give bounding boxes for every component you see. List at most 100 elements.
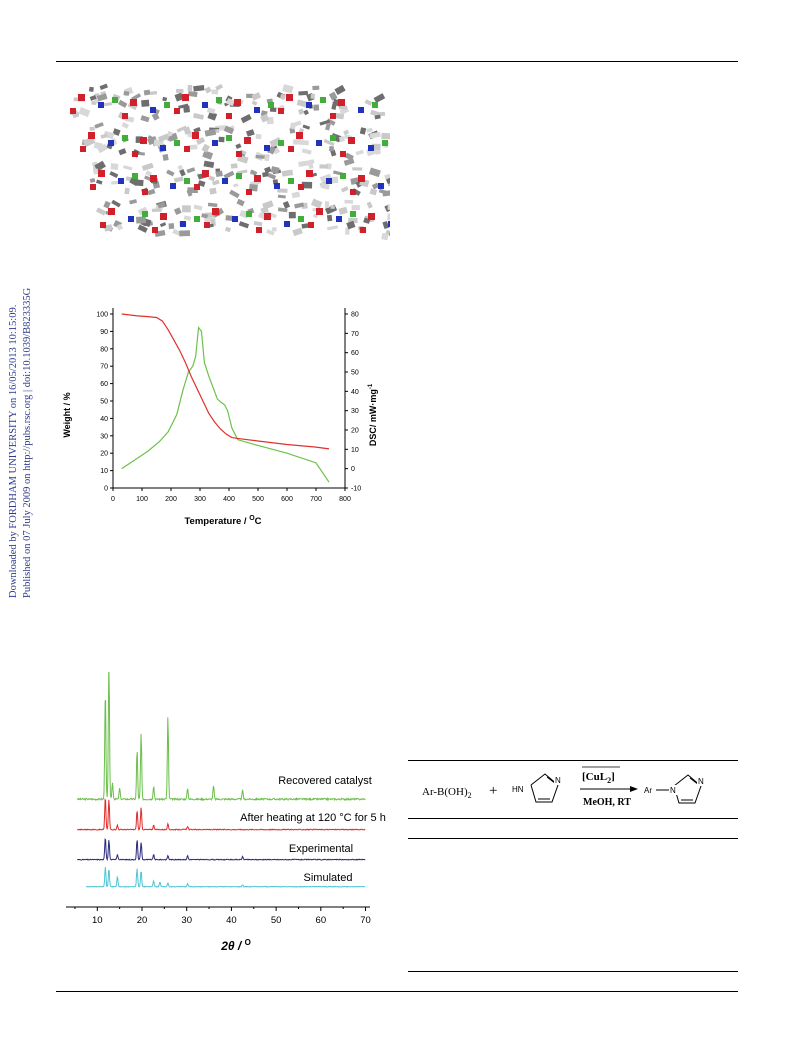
crystal-atom (96, 93, 108, 102)
crystal-atom (375, 149, 382, 155)
crystal-atom (326, 225, 339, 231)
crystal-atom (145, 170, 152, 177)
crystal-atom (202, 150, 214, 160)
nitrogen-atom (160, 145, 166, 151)
xrd-x-tick-label: 40 (226, 915, 237, 926)
crystal-atom (94, 160, 106, 172)
nitrogen-atom (170, 183, 176, 189)
crystal-atom (151, 208, 162, 212)
crystal-atom (151, 112, 160, 121)
crystal-atom (381, 132, 393, 140)
oxygen-atom (202, 170, 209, 177)
crystal-atom (291, 120, 302, 128)
oxygen-atom (286, 94, 293, 101)
xrd-x-tick-label: 10 (92, 915, 103, 926)
tga-y-left-tick-label: 30 (100, 433, 108, 440)
label-experimental: Experimental (289, 843, 353, 855)
tga-y-right-tick-label: 40 (351, 389, 359, 396)
crystal-atom (236, 198, 245, 207)
tga-y-left-tick-label: 10 (100, 468, 108, 475)
crystal-atom (329, 146, 334, 152)
crystal-atom (310, 93, 315, 99)
crystal-atom (208, 175, 216, 182)
crystal-atom (240, 113, 252, 124)
oxygen-atom (306, 170, 313, 177)
imidazole-n-label: N (555, 776, 561, 785)
oxygen-atom (308, 222, 314, 228)
crystal-atom (277, 194, 286, 199)
crystal-atom (319, 119, 331, 126)
copper-atom (122, 135, 128, 141)
crystal-atom (301, 181, 313, 189)
oxygen-atom (358, 175, 365, 182)
oxygen-atom (340, 151, 346, 157)
crystal-atom (302, 124, 311, 130)
crystal-atom (88, 86, 94, 92)
crystal-atom (207, 111, 218, 121)
crystal-atom (166, 135, 174, 141)
crystal-atom (266, 229, 275, 236)
crystal-atom (323, 138, 335, 147)
copper-atom (184, 178, 190, 184)
pxrd-figure: 10 20 30 40 50 60 70 Recovered catalyst After … (58, 663, 388, 962)
crystal-atom (137, 224, 148, 233)
crystal-atom (193, 126, 201, 134)
oxygen-atom (90, 184, 96, 190)
oxygen-atom (226, 113, 232, 119)
label-simulated: Simulated (304, 872, 353, 884)
oxygen-atom (192, 132, 199, 139)
crystal-atom (159, 222, 167, 228)
nitrogen-atom (274, 183, 280, 189)
crystal-atom (351, 205, 360, 211)
crystal-atom (215, 83, 224, 91)
crystal-atom (157, 133, 170, 143)
crystal-atom (224, 226, 232, 233)
crystal-atom (346, 220, 356, 230)
crystal-atom (312, 85, 320, 91)
crystal-atom (262, 171, 270, 178)
crystal-atom (179, 230, 191, 237)
crystal-atom (178, 103, 189, 109)
crystal-atom (291, 191, 301, 199)
crystal-atom (193, 85, 205, 92)
crystal-atom (207, 202, 218, 208)
crystal-atom (100, 133, 108, 139)
crystal-atom (211, 89, 219, 95)
copper-atom (174, 140, 180, 146)
crystal-packing-figure (60, 70, 408, 245)
tga-x-tick-label: 500 (252, 496, 264, 503)
crystal-atom (338, 105, 348, 110)
crystal-atom (93, 168, 99, 175)
crystal-atom (117, 99, 128, 108)
crystal-atom (344, 227, 350, 235)
crystal-atom (215, 170, 223, 178)
dsc-curve (121, 325, 330, 483)
crystal-atom (277, 188, 288, 193)
crystal-atom (203, 160, 215, 169)
tga-x-tick-label: 200 (165, 496, 177, 503)
tga-y-left-tick-label: 100 (96, 312, 108, 319)
crystal-atom (168, 223, 175, 230)
nitrogen-atom (128, 216, 134, 222)
tga-y-left-tick-label: 90 (100, 329, 108, 336)
copper-atom (372, 102, 378, 108)
crystal-atom (129, 199, 137, 205)
crystal-atom (179, 169, 186, 177)
nitrogen-atom (150, 107, 156, 113)
crystal-atom (308, 159, 315, 164)
crystal-atom (116, 223, 124, 231)
catalyst-label: [CuL2] (582, 771, 615, 785)
crystal-atom (264, 166, 272, 174)
crystal-atom (330, 149, 337, 157)
nitrogen-atom (284, 221, 290, 227)
copper-atom (382, 140, 388, 146)
crystal-atom (267, 172, 277, 180)
table-bottom-rule (408, 971, 738, 972)
nitrogen-atom (306, 102, 312, 108)
crystal-atom (281, 169, 294, 177)
crystal-atom (174, 92, 184, 102)
crystal-atom (364, 99, 373, 106)
crystal-atom (187, 90, 198, 98)
reactant-boronic-acid: Ar-B(OH)2 (422, 786, 472, 800)
crystal-atom (89, 178, 96, 183)
